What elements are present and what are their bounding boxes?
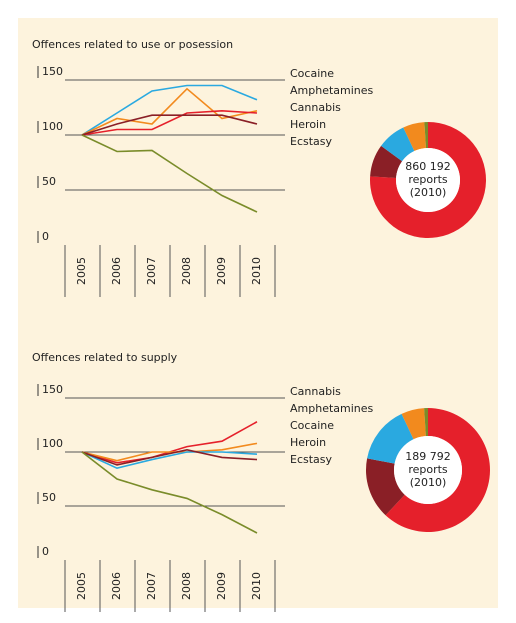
legend-entry: Cannabis [290,385,341,398]
center-label: reports [408,463,448,476]
legend-entry: Heroin [290,436,326,449]
legend-entry: Cocaine [290,67,334,80]
line [81,451,258,534]
donut-slice [403,122,426,152]
x-tick-label: 2007 [145,572,158,600]
legend-entry: Heroin [290,118,326,131]
legend-entry: Cannabis [290,101,341,114]
donut-slice [424,122,428,149]
x-tick-label: 2008 [180,572,193,600]
line [81,114,258,136]
donut-hole [394,436,462,504]
legend-entry: Amphetamines [290,84,374,97]
legend-entry: Amphetamines [290,402,374,415]
line [81,451,258,470]
x-tick-label: 2009 [215,257,228,285]
legend-entry: Ecstasy [290,135,333,148]
donut-slice [367,413,414,464]
x-tick-label: 2006 [110,572,123,600]
y-tick-label: 100 [42,437,63,450]
center-label: 189 792 [405,450,451,463]
x-tick-label: 2007 [145,257,158,285]
donut-slice [369,122,486,238]
x-tick-label: 2010 [250,572,263,600]
chart-title: Offences related to use or posession [32,38,233,51]
x-tick-label: 2005 [75,572,88,600]
chart-title: Offences related to supply [32,351,178,364]
line [81,84,258,136]
legend-entry: Ecstasy [290,453,333,466]
x-tick-label: 2006 [110,257,123,285]
y-tick-label: 50 [42,491,56,504]
donut-slice [385,408,491,533]
center-label: reports [408,173,448,186]
x-tick-label: 2005 [75,257,88,285]
legend-entry: Cocaine [290,419,334,432]
y-tick-label: 100 [42,120,63,133]
y-tick-label: 50 [42,175,56,188]
y-tick-label: 0 [42,230,49,243]
center-label: 860 192 [405,160,451,173]
center-label: (2010) [410,476,447,489]
donut-slice [401,408,426,440]
line [81,442,258,462]
line [81,109,258,136]
x-tick-label: 2008 [180,257,193,285]
donut-slice [366,458,405,516]
donut-slice [381,127,415,162]
y-tick-label: 0 [42,545,49,558]
line [81,134,258,213]
line [81,449,258,466]
donut-hole [396,148,460,212]
donut-slice [424,408,428,437]
x-tick-label: 2009 [215,572,228,600]
donut-slice [370,145,403,178]
y-tick-label: 150 [42,65,63,78]
y-tick-label: 150 [42,383,63,396]
x-tick-label: 2010 [250,257,263,285]
center-label: (2010) [410,186,447,199]
